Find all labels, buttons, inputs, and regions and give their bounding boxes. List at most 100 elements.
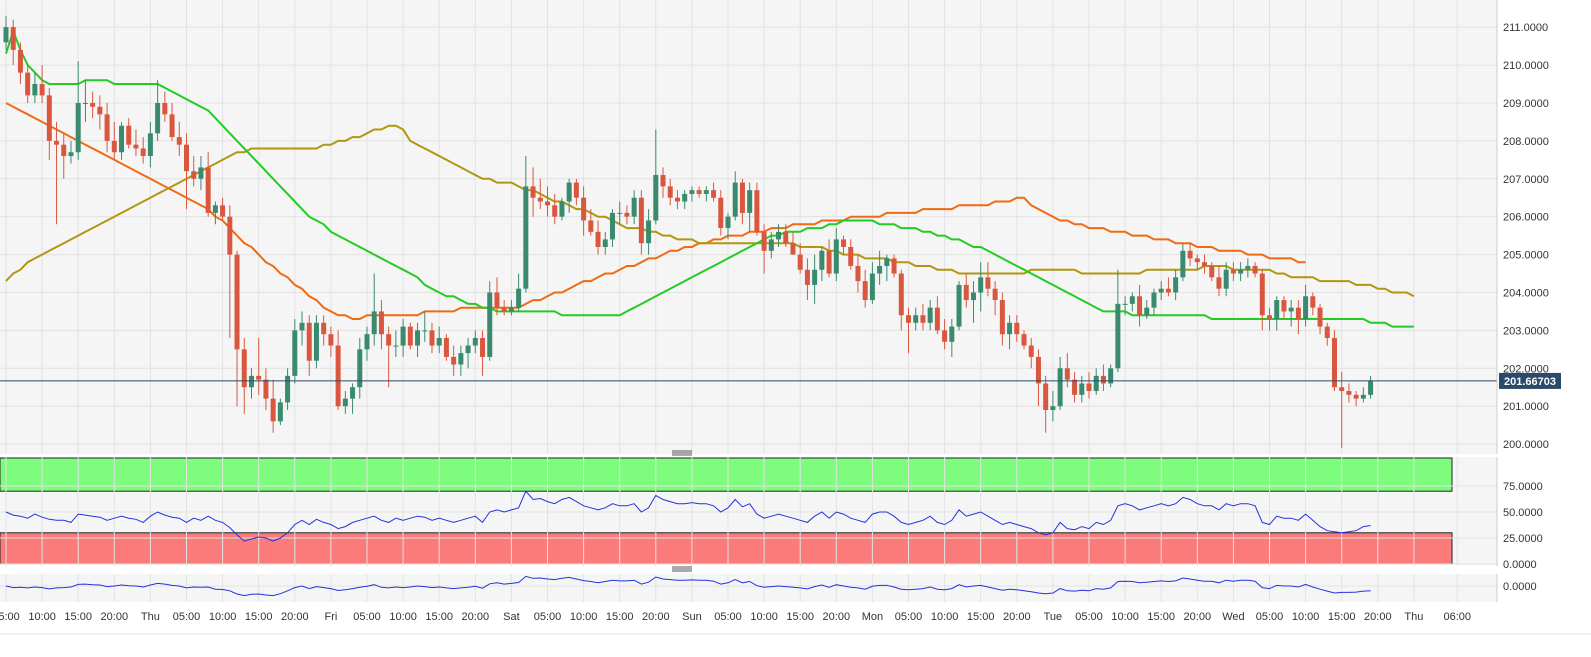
candle-body — [1252, 265, 1258, 274]
candle-body — [436, 337, 442, 346]
candle-body — [653, 174, 659, 221]
candle — [292, 319, 298, 384]
candle-body — [487, 292, 493, 357]
candle-body — [400, 326, 406, 346]
time-tick-label: 20:00 — [823, 611, 851, 623]
candle — [364, 326, 370, 361]
candle — [1310, 292, 1316, 316]
candle-body — [169, 114, 175, 138]
candle-body — [1194, 258, 1200, 263]
candle-body — [703, 190, 709, 194]
time-tick-label: Tue — [1044, 611, 1063, 623]
candle-body — [241, 349, 247, 388]
candle-body — [1165, 288, 1171, 293]
last-price-tag-label: 201.66703 — [1504, 376, 1556, 388]
panel-resize-handle-1[interactable] — [0, 450, 1497, 457]
candle-body — [631, 197, 637, 217]
candle-body — [1353, 394, 1359, 399]
time-tick-label: Fri — [324, 611, 337, 623]
candle — [1079, 375, 1085, 403]
candle — [162, 91, 168, 122]
candle — [1223, 262, 1229, 297]
candle — [1238, 262, 1244, 282]
candle-body — [90, 102, 96, 107]
candle-body — [682, 193, 688, 202]
panel-resize-handle-2[interactable] — [672, 566, 692, 572]
candle — [660, 167, 666, 198]
price-tick-label: 208.0000 — [1503, 136, 1549, 148]
candle-body — [927, 307, 933, 323]
candle-body — [790, 243, 796, 255]
price-panel-bg — [0, 0, 1497, 454]
candle — [1057, 356, 1063, 410]
candle — [956, 281, 962, 331]
candle — [581, 186, 587, 236]
candle — [1194, 254, 1200, 270]
candle-body — [1202, 262, 1208, 266]
momentum-panel[interactable]: 0.0000 — [0, 574, 1537, 602]
candle-body — [934, 307, 940, 331]
candle — [530, 167, 536, 217]
candle-body — [494, 292, 500, 308]
candle — [451, 345, 457, 376]
candle-body — [617, 212, 623, 214]
candle — [458, 345, 464, 376]
candle-body — [1259, 273, 1265, 316]
candle-body — [545, 201, 550, 206]
candle-body — [371, 311, 377, 335]
candle-body — [68, 152, 74, 157]
candle-body — [1331, 337, 1337, 388]
price-tick-label: 209.0000 — [1503, 98, 1549, 110]
candle-body — [776, 231, 782, 240]
candle — [54, 121, 60, 225]
price-panel[interactable]: 200.0000 201.0000 202.0000 203.0000 204.0000… — [0, 0, 1561, 454]
candle — [32, 72, 38, 103]
oscillator-grid — [0, 457, 1497, 566]
candle — [415, 322, 421, 357]
candle — [776, 224, 782, 248]
time-tick-label: 10:00 — [931, 611, 959, 623]
price-tick-label: 207.0000 — [1503, 174, 1549, 186]
candle-body — [119, 125, 125, 153]
candle-body — [443, 337, 449, 357]
candle — [559, 197, 565, 221]
candle — [256, 337, 262, 395]
oscillator-panel[interactable]: 0.0000 25.0000 50.0000 75.0000 — [0, 457, 1543, 571]
candle-body — [523, 186, 529, 289]
candle — [1245, 258, 1251, 278]
candle-body — [1151, 292, 1157, 308]
candle — [436, 326, 442, 354]
candle — [1274, 296, 1280, 331]
candle — [999, 292, 1005, 346]
candle — [140, 137, 146, 164]
candle-body — [1187, 250, 1193, 259]
candle — [1100, 364, 1106, 392]
candle-body — [660, 174, 666, 187]
candle — [220, 197, 226, 221]
price-tick-label: 211.0000 — [1503, 22, 1548, 34]
candle — [407, 322, 413, 350]
candle-body — [1209, 265, 1215, 278]
candle-body — [328, 334, 334, 346]
candle — [1165, 277, 1171, 297]
candle — [465, 337, 471, 369]
candle — [703, 186, 709, 202]
candle-body — [609, 212, 615, 240]
candle — [133, 129, 139, 157]
time-tick-label: 15:00 — [1147, 611, 1175, 623]
candle — [819, 247, 825, 282]
candle — [357, 337, 363, 399]
momentum-panel-bg — [0, 574, 1497, 602]
candle-body — [826, 250, 832, 274]
price-tick-label: 210.0000 — [1503, 60, 1549, 72]
time-tick-label: 20:00 — [1364, 611, 1392, 623]
candle — [667, 178, 673, 206]
candle — [25, 65, 31, 103]
candle-body — [133, 144, 139, 149]
candle-body — [970, 292, 976, 301]
candle-body — [1108, 368, 1114, 384]
candle-body — [573, 182, 579, 198]
time-tick-label: Thu — [1404, 611, 1423, 623]
candle — [17, 42, 23, 85]
